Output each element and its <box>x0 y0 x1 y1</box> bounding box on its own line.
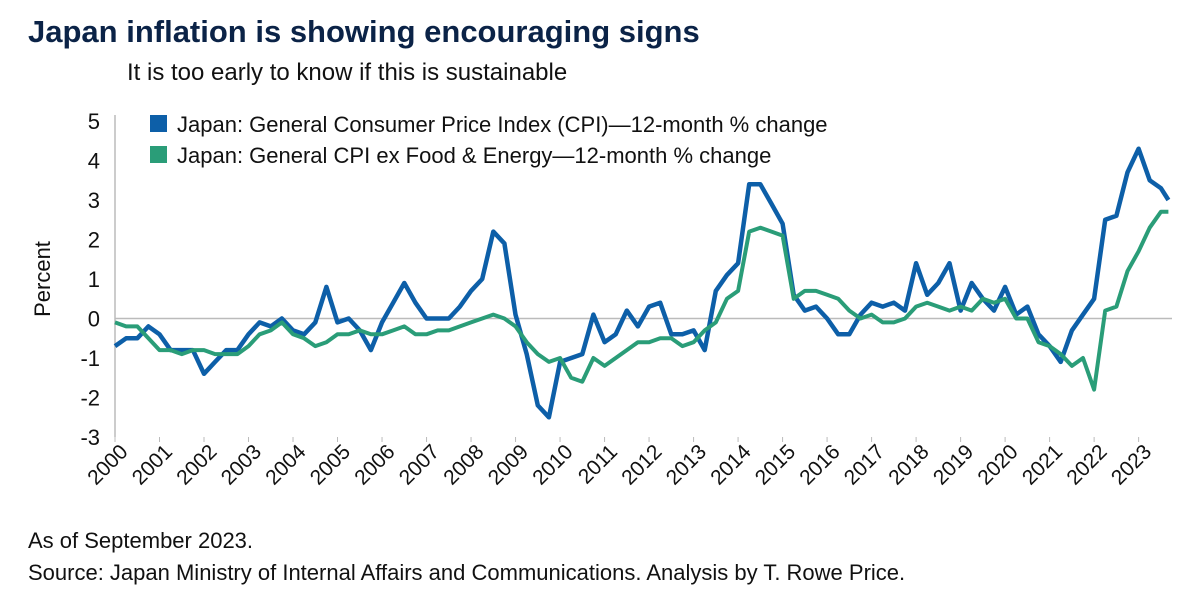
y-axis-label: Percent <box>30 241 55 317</box>
y-tick-label: -2 <box>80 386 100 411</box>
chart-subtitle: It is too early to know if this is susta… <box>127 59 567 86</box>
y-tick-label: 1 <box>88 267 100 292</box>
x-tick-label: 2023 <box>1107 440 1156 489</box>
x-tick-label: 2008 <box>439 440 488 489</box>
y-tick-label: 5 <box>88 109 100 134</box>
series-line <box>114 209 1169 392</box>
x-tick-label: 2012 <box>617 440 666 489</box>
y-tick-label: 4 <box>88 149 100 174</box>
x-tick-label: 2009 <box>484 440 533 489</box>
x-tick-label: 2013 <box>662 440 711 489</box>
y-tick-label: 0 <box>88 307 100 332</box>
x-tick-label: 2015 <box>751 440 800 489</box>
x-tick-label: 2018 <box>884 440 933 489</box>
y-tick-label: -3 <box>80 425 100 450</box>
x-tick-label: 2004 <box>261 440 311 490</box>
legend-label: Japan: General CPI ex Food & Energy—12-m… <box>177 143 771 168</box>
chart-title: Japan inflation is showing encouraging s… <box>28 14 700 49</box>
x-tick-label: 2010 <box>528 440 577 489</box>
x-tick-label: 2002 <box>172 440 221 489</box>
y-tick-label: 2 <box>88 228 100 253</box>
legend-swatch <box>150 146 167 163</box>
x-tick-label: 2019 <box>929 440 978 489</box>
x-tick-label: 2001 <box>128 440 177 489</box>
x-tick-label: 2020 <box>973 440 1022 489</box>
x-tick-label: 2003 <box>217 440 266 489</box>
series-line <box>113 146 1171 420</box>
x-tick-label: 2011 <box>574 440 622 488</box>
note: Source: Japan Ministry of Internal Affai… <box>28 560 905 585</box>
x-tick-label: 2006 <box>350 440 399 489</box>
y-tick-label: 3 <box>88 188 100 213</box>
x-tick-label: 2016 <box>795 440 844 489</box>
note: As of September 2023. <box>28 528 253 553</box>
x-tick-label: 2017 <box>840 440 889 489</box>
x-tick-label: 2021 <box>1018 440 1067 489</box>
legend-label: Japan: General Consumer Price Index (CPI… <box>177 112 828 137</box>
y-tick-label: -1 <box>80 346 100 371</box>
x-tick-label: 2014 <box>706 440 756 490</box>
x-tick-label: 2022 <box>1062 440 1111 489</box>
x-tick-label: 2007 <box>395 440 444 489</box>
legend-swatch <box>150 115 167 132</box>
x-tick-label: 2005 <box>306 440 355 489</box>
